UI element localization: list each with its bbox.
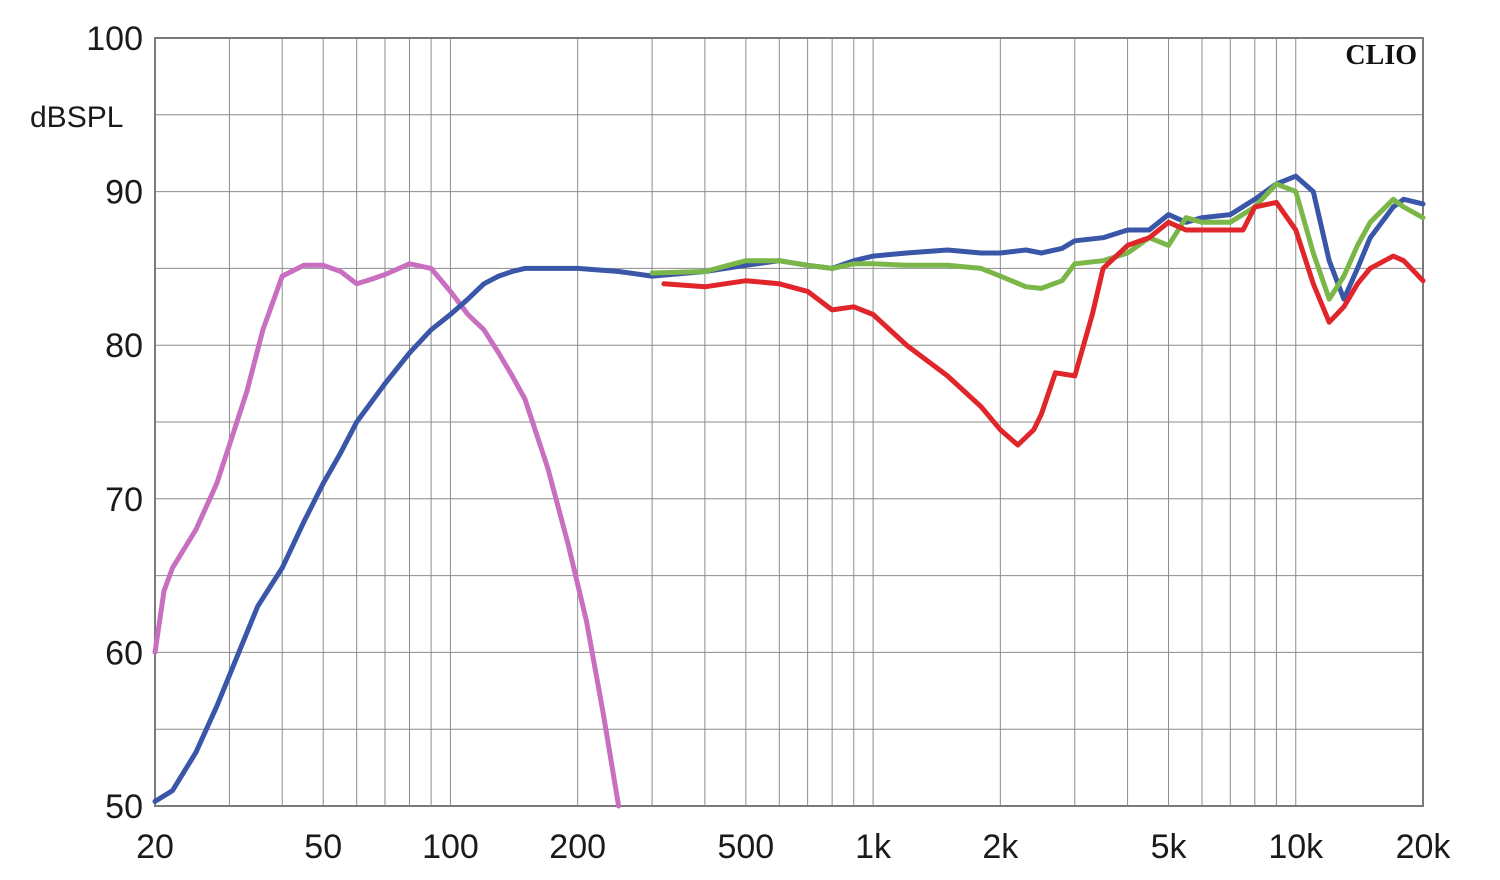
x-tick-label: 20k <box>1396 828 1452 866</box>
x-tick-label: 5k <box>1151 828 1188 866</box>
y-tick-label: 60 <box>105 634 143 672</box>
series-layer <box>152 173 1426 809</box>
x-tick-label: 1k <box>855 828 892 866</box>
clio-brand-label: CLIO <box>1345 40 1417 71</box>
series-line-1 <box>152 261 622 809</box>
y-tick-label: 90 <box>105 174 143 212</box>
series-line-4 <box>661 199 1426 448</box>
x-tick-label: 500 <box>717 828 774 866</box>
y-tick-label: 50 <box>105 788 143 826</box>
x-tick-labels: 20 50 100 200 500 1k 2k 5k 10k 20k <box>136 828 1451 866</box>
x-tick-label: 100 <box>422 828 479 866</box>
plot-frame <box>154 37 1424 807</box>
y-tick-labels: 100 90 80 70 60 50 <box>86 20 143 826</box>
y-tick-label: 70 <box>105 481 143 519</box>
grid <box>155 38 1423 806</box>
y-tick-label: 80 <box>105 327 143 365</box>
y-axis-label: dBSPL <box>30 101 123 134</box>
x-tick-label: 50 <box>304 828 342 866</box>
x-tick-label: 10k <box>1268 828 1324 866</box>
y-tick-label: 100 <box>86 20 143 58</box>
x-tick-label: 2k <box>982 828 1019 866</box>
x-tick-label: 200 <box>549 828 606 866</box>
x-tick-label: 20 <box>136 828 174 866</box>
